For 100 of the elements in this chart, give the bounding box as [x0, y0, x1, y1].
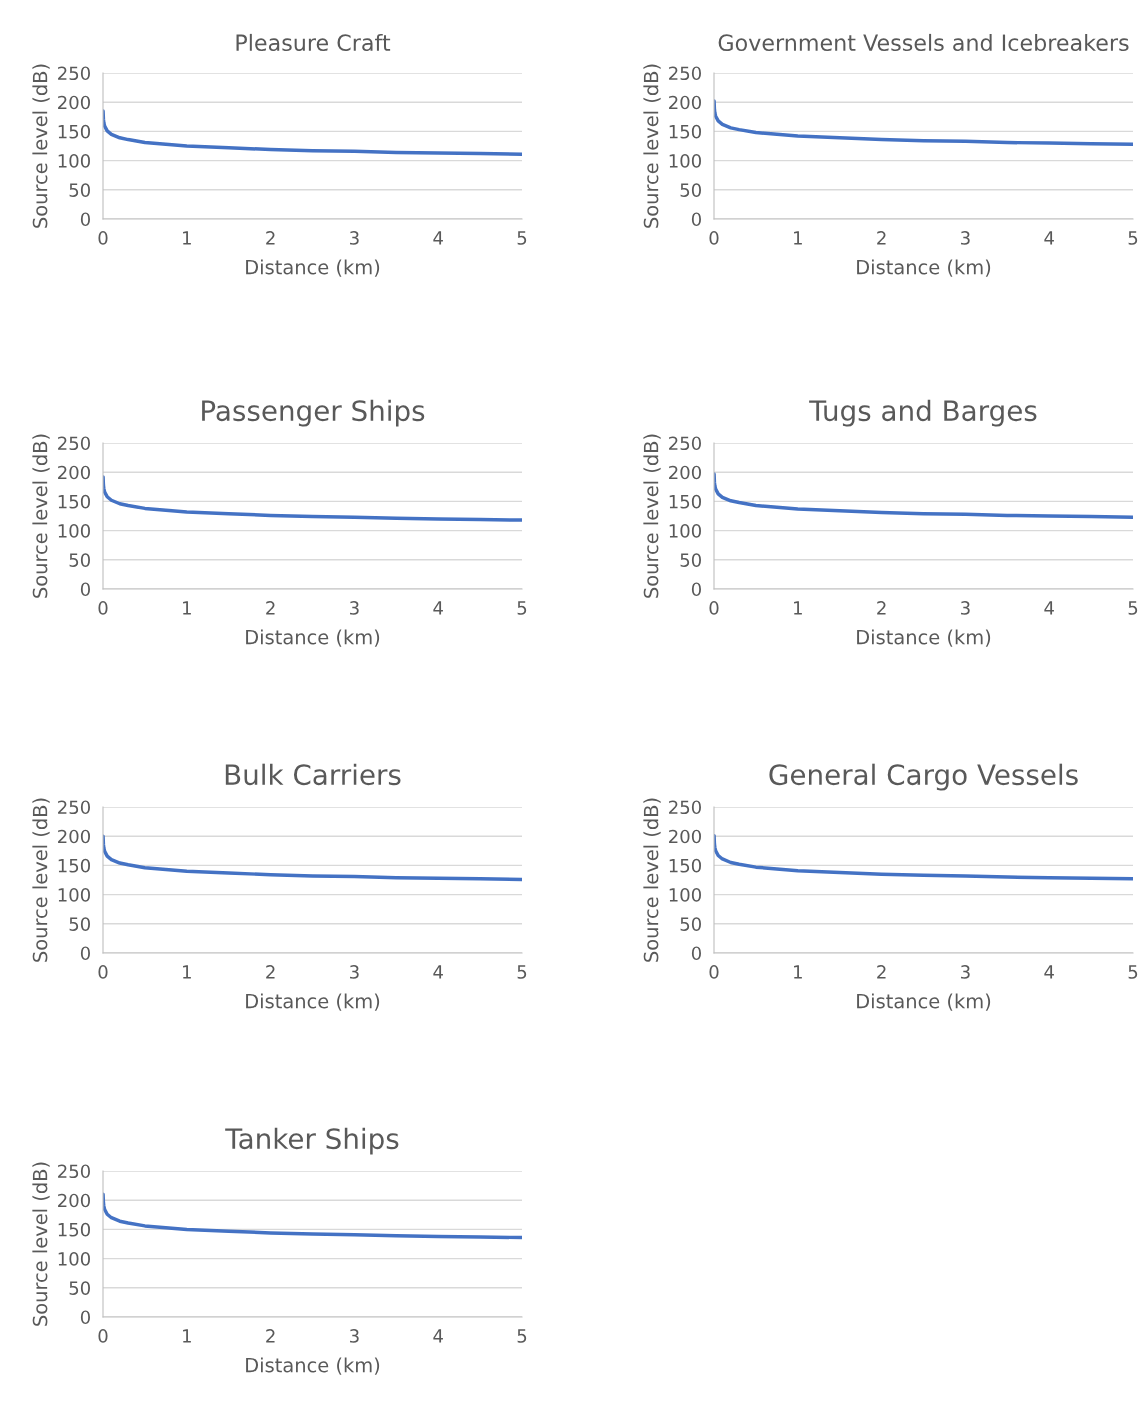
y-tick-label: 0 [80, 946, 90, 961]
line-series [103, 834, 522, 882]
x-tick-label: 1 [183, 965, 191, 979]
y-tick-label: 250 [58, 436, 90, 451]
y-tick-label: 50 [69, 183, 90, 197]
x-axis-title: Distance (km) [246, 1357, 380, 1375]
y-tick-label: 250 [58, 800, 90, 815]
x-axis-title: Distance (km) [246, 259, 380, 277]
y-axis-title: Source level (dB) [32, 64, 50, 228]
x-tick-label: 4 [1044, 965, 1054, 979]
x-tick-label: 2 [877, 965, 886, 979]
x-tick-label: 0 [98, 601, 108, 615]
x-tick-label: 5 [517, 601, 527, 615]
line-series [103, 109, 522, 156]
x-tick-label: 5 [517, 1329, 527, 1343]
x-tick-label: 4 [433, 601, 443, 615]
y-tick-label: 50 [680, 183, 701, 197]
y-tick-label: 200 [58, 1193, 90, 1208]
x-tick-label: 5 [1128, 965, 1138, 979]
x-tick-label: 4 [433, 965, 443, 979]
chart-title: Pleasure Craft [236, 33, 391, 52]
y-tick-label: 0 [691, 582, 701, 597]
y-tick-label: 100 [58, 1252, 90, 1266]
line-series [714, 99, 1133, 146]
x-tick-label: 3 [350, 965, 359, 979]
x-axis-title: Distance (km) [857, 629, 991, 647]
chart-title: Tugs and Barges [809, 399, 1037, 427]
line-series [714, 833, 1133, 881]
y-tick-label: 150 [58, 124, 90, 139]
y-tick-label: 0 [80, 212, 90, 227]
y-tick-label: 250 [669, 436, 701, 451]
x-tick-label: 1 [183, 231, 191, 245]
line-series [103, 475, 522, 522]
x-axis-title: Distance (km) [857, 993, 991, 1011]
x-tick-label: 1 [794, 601, 802, 615]
chart-title: Tanker Ships [225, 1127, 399, 1155]
x-tick-label: 0 [98, 965, 108, 979]
y-tick-label: 250 [669, 800, 701, 815]
y-tick-label: 150 [58, 858, 90, 873]
x-tick-label: 2 [266, 231, 275, 245]
y-tick-label: 50 [69, 553, 90, 567]
y-tick-label: 50 [680, 917, 701, 931]
y-tick-label: 150 [669, 494, 701, 509]
x-tick-label: 3 [350, 1329, 359, 1343]
y-tick-label: 200 [669, 829, 701, 844]
x-tick-label: 3 [350, 231, 359, 245]
y-tick-label: 200 [58, 95, 90, 110]
y-tick-label: 100 [669, 154, 701, 168]
x-tick-label: 1 [794, 231, 802, 245]
line-series [103, 1192, 522, 1240]
y-axis-title: Source level (dB) [643, 64, 661, 228]
y-tick-label: 0 [80, 582, 90, 597]
x-tick-label: 5 [517, 965, 527, 979]
x-axis-title: Distance (km) [246, 629, 380, 647]
line-series [714, 472, 1133, 519]
x-tick-label: 3 [961, 965, 970, 979]
y-axis-title: Source level (dB) [643, 434, 661, 598]
x-axis-title: Distance (km) [857, 259, 991, 277]
x-tick-label: 4 [433, 231, 443, 245]
x-tick-label: 5 [1128, 231, 1138, 245]
chart-title: General Cargo Vessels [769, 763, 1078, 791]
y-tick-label: 50 [69, 1281, 90, 1295]
y-tick-label: 100 [58, 154, 90, 168]
y-tick-label: 150 [669, 858, 701, 873]
y-tick-label: 50 [69, 917, 90, 931]
x-tick-label: 5 [1128, 601, 1138, 615]
y-tick-label: 0 [691, 212, 701, 227]
x-tick-label: 0 [709, 965, 719, 979]
x-tick-label: 1 [794, 965, 802, 979]
x-tick-label: 2 [266, 601, 275, 615]
y-tick-label: 0 [691, 946, 701, 961]
x-tick-label: 1 [183, 1329, 191, 1343]
y-axis-title: Source level (dB) [643, 798, 661, 962]
x-axis-title: Distance (km) [246, 993, 380, 1011]
y-axis-title: Source level (dB) [32, 798, 50, 962]
y-tick-label: 100 [58, 888, 90, 902]
x-tick-label: 4 [1044, 231, 1054, 245]
x-tick-label: 0 [709, 601, 719, 615]
y-tick-label: 100 [669, 524, 701, 538]
y-tick-label: 150 [58, 1222, 90, 1237]
y-tick-label: 0 [80, 1310, 90, 1325]
y-tick-label: 200 [58, 465, 90, 480]
x-tick-label: 2 [877, 231, 886, 245]
x-tick-label: 3 [350, 601, 359, 615]
x-tick-label: 0 [98, 1329, 108, 1343]
y-tick-label: 100 [669, 888, 701, 902]
x-tick-label: 2 [266, 1329, 275, 1343]
x-tick-label: 3 [961, 231, 970, 245]
y-tick-label: 200 [58, 829, 90, 844]
x-tick-label: 4 [433, 1329, 443, 1343]
x-tick-label: 5 [517, 231, 527, 245]
y-tick-label: 200 [669, 95, 701, 110]
x-tick-label: 2 [877, 601, 886, 615]
y-tick-label: 200 [669, 465, 701, 480]
y-tick-label: 250 [669, 66, 701, 81]
y-tick-label: 50 [680, 553, 701, 567]
x-tick-label: 0 [98, 231, 108, 245]
y-axis-title: Source level (dB) [32, 434, 50, 598]
y-tick-label: 250 [58, 66, 90, 81]
x-tick-label: 0 [709, 231, 719, 245]
